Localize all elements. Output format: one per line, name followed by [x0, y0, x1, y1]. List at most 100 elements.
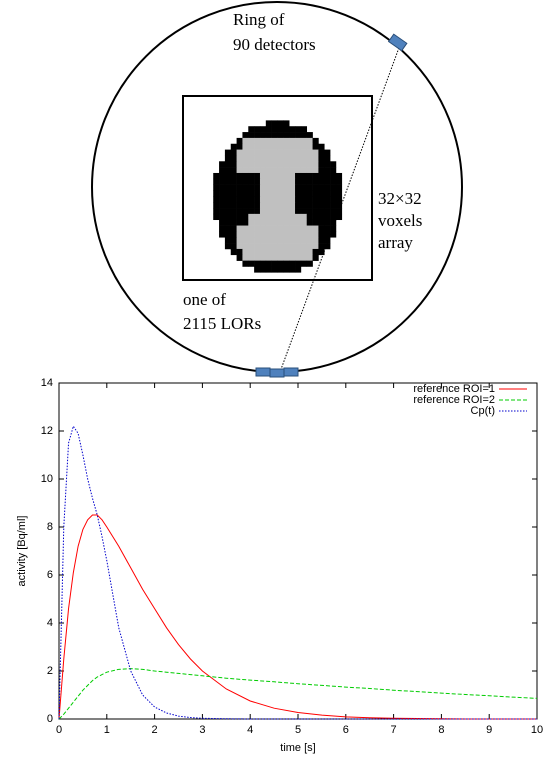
- voxel: [236, 190, 243, 197]
- voxel: [330, 178, 337, 185]
- voxel: [259, 196, 267, 203]
- voxel: [283, 149, 290, 156]
- voxel: [283, 143, 290, 150]
- voxel: [330, 172, 337, 180]
- voxel: [265, 243, 272, 250]
- voxel: [306, 231, 313, 238]
- voxel: [213, 172, 220, 180]
- voxel: [224, 149, 232, 156]
- voxel: [324, 161, 331, 168]
- voxel: [242, 248, 249, 256]
- voxel: [277, 155, 284, 162]
- voxel: [242, 231, 249, 238]
- voxel: [306, 260, 313, 267]
- voxel: [259, 213, 267, 221]
- voxel: [259, 254, 267, 261]
- voxel: [248, 184, 255, 191]
- voxel: [312, 190, 319, 197]
- voxel: [306, 213, 313, 221]
- y-tick-label: 14: [41, 377, 53, 389]
- voxel: [324, 184, 331, 191]
- voxel: [259, 149, 267, 156]
- voxel: [289, 184, 296, 191]
- voxel: [283, 237, 290, 244]
- voxel: [259, 184, 267, 191]
- voxel: [236, 248, 243, 256]
- voxel: [224, 167, 232, 174]
- voxel: [271, 208, 278, 215]
- voxel: [259, 126, 267, 133]
- voxel: [242, 213, 249, 221]
- voxel: [224, 237, 232, 244]
- y-axis-label: activity [Bq/ml]: [16, 516, 28, 587]
- voxel: [271, 172, 278, 180]
- voxel: [283, 231, 290, 238]
- voxel: [236, 237, 243, 244]
- voxel: [306, 137, 313, 145]
- voxel: [283, 137, 290, 145]
- voxel: [300, 137, 308, 145]
- voxel: [295, 126, 302, 133]
- voxel: [254, 132, 261, 139]
- voxel: [271, 196, 278, 203]
- voxel: [306, 225, 313, 232]
- voxel: [271, 137, 278, 145]
- voxel: [213, 178, 220, 185]
- voxel: [248, 126, 255, 133]
- voxel: [265, 260, 272, 267]
- voxel: [318, 208, 325, 215]
- voxel: [318, 178, 325, 185]
- voxel: [300, 178, 308, 185]
- voxel: [277, 243, 284, 250]
- voxel: [295, 143, 302, 150]
- voxel: [271, 254, 278, 261]
- voxel: [236, 178, 243, 185]
- voxel: [318, 190, 325, 197]
- voxel: [224, 178, 232, 185]
- voxel: [283, 202, 290, 209]
- voxel: [224, 225, 232, 232]
- voxel: [271, 202, 278, 209]
- voxel: [277, 202, 284, 209]
- voxel: [224, 219, 232, 226]
- voxel: [289, 178, 296, 185]
- voxel: [306, 243, 313, 250]
- voxel: [230, 202, 237, 209]
- y-tick-label: 6: [47, 569, 53, 581]
- voxel: [318, 225, 325, 232]
- voxel: [283, 190, 290, 197]
- voxel: [295, 202, 302, 209]
- voxel: [248, 219, 255, 226]
- voxel: [295, 155, 302, 162]
- voxel: [289, 213, 296, 221]
- voxel: [248, 167, 255, 174]
- voxel: [271, 143, 278, 150]
- voxel: [306, 202, 313, 209]
- voxel: [265, 237, 272, 244]
- voxel: [277, 161, 284, 168]
- voxel: [265, 208, 272, 215]
- voxel: [300, 248, 308, 256]
- voxel: [242, 149, 249, 156]
- voxel: [283, 208, 290, 215]
- voxel: [254, 155, 261, 162]
- voxel: [335, 208, 343, 215]
- voxel-label: 32×32: [378, 189, 422, 208]
- voxel: [283, 219, 290, 226]
- voxel: [312, 243, 319, 250]
- voxel: [324, 213, 331, 221]
- voxel: [289, 260, 296, 267]
- lor-label: 2115 LORs: [183, 314, 261, 333]
- voxel: [306, 178, 313, 185]
- voxel: [248, 196, 255, 203]
- voxel: [271, 237, 278, 244]
- voxel: [283, 167, 290, 174]
- voxel: [300, 167, 308, 174]
- voxel: [242, 208, 249, 215]
- voxel: [300, 126, 308, 133]
- voxel: [271, 149, 278, 156]
- voxel: [259, 178, 267, 185]
- voxel: [277, 248, 284, 256]
- voxel: [230, 155, 237, 162]
- voxel: [277, 196, 284, 203]
